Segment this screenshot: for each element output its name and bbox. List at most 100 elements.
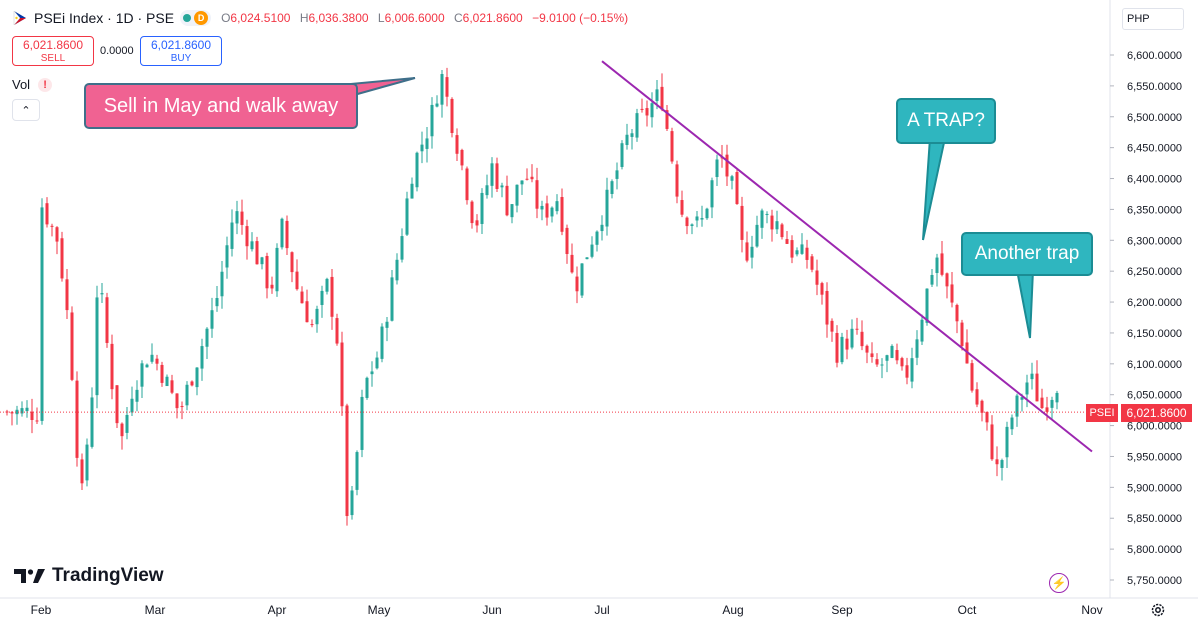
candle-body (780, 224, 784, 238)
buy-button[interactable]: 6,021.8600 BUY (140, 36, 222, 66)
lightning-icon[interactable]: ⚡ (1049, 573, 1069, 593)
candle-body (735, 172, 739, 205)
gear-icon[interactable] (1150, 602, 1166, 618)
candle-body (525, 178, 529, 180)
volume-label: Vol (12, 77, 31, 92)
candle-body (55, 227, 59, 242)
candle-body (1040, 397, 1044, 409)
candle-body (320, 290, 324, 305)
price-tick-label: 6,300.0000 (1127, 235, 1182, 247)
price-tick-label: 6,350.0000 (1127, 204, 1182, 216)
candle-body (550, 207, 554, 217)
warning-icon[interactable]: ! (38, 77, 53, 92)
candle-body (725, 154, 729, 177)
price-tick-label: 6,200.0000 (1127, 297, 1182, 309)
tradingview-logo[interactable]: TradingView (14, 565, 164, 587)
symbol-title[interactable]: PSEi Index · 1D · PSE (34, 10, 175, 26)
sell-button[interactable]: 6,021.8600 SELL (12, 36, 94, 66)
candle-body (290, 252, 294, 273)
candle-body (815, 270, 819, 285)
candle-body (715, 159, 719, 178)
price-tick-label: 5,850.0000 (1127, 513, 1182, 525)
candle-body (1050, 399, 1054, 408)
time-tick-label: Oct (958, 603, 977, 617)
candle-body (805, 247, 809, 260)
price-tick-label: 6,000.0000 (1127, 421, 1182, 433)
trendline[interactable] (601, 60, 1093, 453)
candle-body (825, 290, 829, 325)
candle-body (190, 381, 194, 386)
callout-another-trap[interactable]: Another trap (961, 232, 1093, 276)
candle-body (135, 389, 139, 402)
candle-body (1010, 417, 1014, 430)
candle-body (110, 343, 114, 390)
candle-body (120, 423, 124, 437)
candle-body (445, 77, 449, 97)
candle-body (615, 170, 619, 179)
candle-body (830, 320, 834, 332)
callout-sell-in-may[interactable]: Sell in May and walk away (84, 83, 358, 129)
candle-body (515, 184, 519, 206)
candle-body (270, 284, 274, 289)
logo-text: TradingView (52, 565, 164, 586)
candle-body (670, 131, 674, 162)
candle-body (575, 276, 579, 292)
candle-body (60, 238, 64, 279)
open-value: 6,024.5100 (230, 11, 291, 25)
candle-body (490, 163, 494, 186)
candle-body (330, 276, 334, 317)
candle-body (930, 274, 934, 285)
time-axis[interactable]: Feb Mar Apr May Jun Jul Aug Sep Oct Nov (31, 603, 1103, 617)
candle-body (700, 218, 704, 220)
candle-body (165, 376, 169, 387)
candle-body (675, 164, 679, 197)
candle-body (870, 353, 874, 358)
close-label: C (453, 11, 463, 25)
candle-body (935, 257, 939, 274)
candle-body (160, 364, 164, 383)
candle-body (45, 203, 49, 225)
candle-body (200, 346, 204, 369)
candle-body (485, 185, 489, 196)
candle-body (1035, 373, 1039, 402)
price-tick-label: 5,900.0000 (1127, 482, 1182, 494)
candle-body (80, 459, 84, 484)
candle-body (35, 420, 39, 422)
candle-body (240, 211, 244, 225)
collapse-legend-button[interactable]: ⌃ (12, 99, 40, 121)
currency-selector[interactable]: PHP (1122, 8, 1184, 30)
candle-body (435, 103, 439, 107)
candle-body (590, 244, 594, 257)
volume-legend[interactable]: Vol ! (12, 77, 53, 92)
candle-body (650, 103, 654, 118)
price-tick-label: 6,400.0000 (1127, 174, 1182, 186)
candle-body (95, 297, 99, 396)
candle-body (905, 365, 909, 378)
candle-body (125, 414, 129, 433)
candle-body (850, 328, 854, 348)
candle-body (1015, 395, 1019, 417)
candle-body (175, 393, 179, 409)
callout-a-trap[interactable]: A TRAP? (896, 98, 996, 144)
candle-body (895, 350, 899, 361)
candle-body (465, 168, 469, 201)
candle-body (770, 215, 774, 230)
candle-body (65, 279, 69, 311)
candle-body (450, 98, 454, 133)
candle-body (100, 293, 104, 295)
candle-body (250, 241, 254, 250)
price-axis[interactable]: 6,600.0000 6,550.0000 6,500.0000 6,450.0000… (1110, 50, 1182, 587)
candle-body (860, 331, 864, 347)
candle-body (920, 319, 924, 342)
candle-body (545, 203, 549, 218)
candle-body (885, 355, 889, 361)
candle-body (215, 298, 219, 307)
candle-body (285, 220, 289, 249)
candle-body (195, 367, 199, 388)
candle-body (115, 385, 119, 424)
candle-body (810, 256, 814, 270)
candle-body (25, 407, 29, 412)
candle-body (635, 113, 639, 138)
candle-body (855, 328, 859, 330)
market-status[interactable]: D (180, 10, 212, 26)
